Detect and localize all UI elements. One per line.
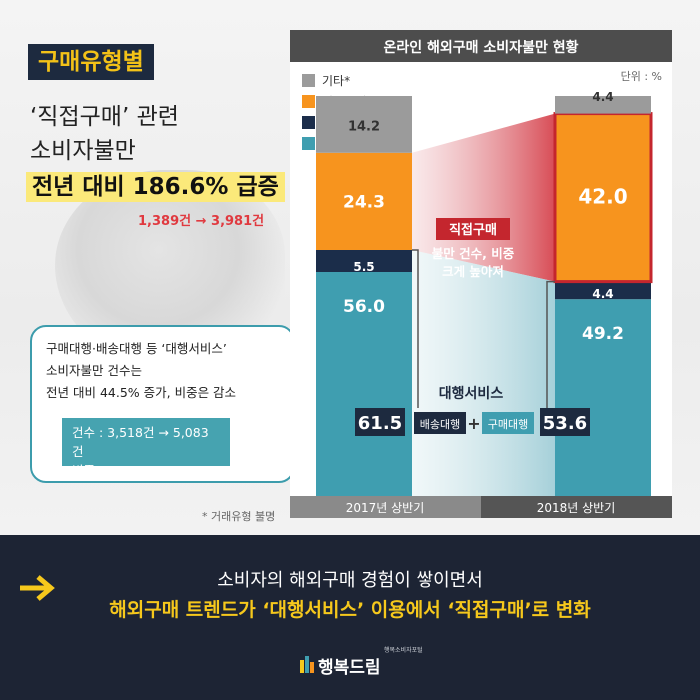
agency-annotation-title: 대행서비스	[439, 386, 504, 402]
legend-swatch	[302, 116, 315, 129]
bar-segment	[316, 272, 412, 496]
category-label: 2018년 상반기	[537, 501, 616, 515]
bar-value-label: 42.0	[578, 185, 627, 209]
bottom-banner	[0, 535, 700, 700]
logo-mark-icon	[300, 656, 314, 673]
callout-stats-share: 비중 : 61.5% → 53.6%	[72, 463, 205, 478]
category-bar	[481, 496, 672, 518]
footnote: * 거래유형 불명	[202, 510, 276, 523]
callout-line-3: 전년 대비 44.5% 증가, 비중은 감소	[46, 385, 237, 400]
bar-segment	[553, 112, 653, 284]
logo-caption: 행복소비자포털	[384, 647, 423, 654]
chart-unit: 단위 : %	[621, 70, 662, 83]
total-box	[355, 408, 405, 436]
legend-swatch	[302, 74, 315, 87]
direct-annotation-title: 직접구매	[449, 222, 497, 238]
conclusion-line-2: 해외구매 트렌드가 ‘대행서비스’ 이용에서 ‘직접구매’로 변화	[109, 599, 591, 621]
bar-value-label: 56.0	[343, 297, 385, 317]
direct-count-change: 1,389건 → 3,981건	[138, 214, 265, 229]
headline-line-1: ‘직접구매’ 관련	[30, 104, 179, 130]
legend-swatch	[302, 137, 315, 150]
bar-value-label: 24.3	[343, 192, 385, 212]
bar-segment	[316, 250, 412, 272]
bar-segment	[555, 96, 651, 114]
arrow-right-icon	[20, 575, 55, 601]
legend-label: 기타*	[322, 74, 350, 88]
callout-stats-box: 건수 : 3,518건 → 5,083건 비중 : 61.5% → 53.6%	[62, 418, 230, 478]
bar-value-label: 14.2	[348, 119, 380, 134]
chart-title: 온라인 해외구매 소비자불만 현황	[384, 39, 579, 56]
total-value: 61.5	[358, 413, 402, 434]
legend-swatch	[302, 95, 315, 108]
bar-value-label: 49.2	[582, 324, 624, 344]
callout-line-2: 소비자불만 건수는	[46, 363, 142, 378]
total-bracket	[546, 280, 555, 408]
agency-band	[412, 250, 555, 496]
agency-tag	[414, 412, 466, 434]
callout-line-1: 구매대행·배송대행 등 ‘대행서비스’	[46, 341, 227, 356]
total-bracket	[412, 249, 419, 408]
direct-annotation-line: 크게 높아져	[442, 264, 504, 279]
bar-segment	[555, 281, 651, 300]
headline-highlight: 전년 대비 186.6% 급증	[26, 172, 285, 202]
logo-text: 행복드림	[318, 658, 381, 678]
headline-line-2: 소비자불만	[30, 138, 136, 164]
bar-segment	[555, 299, 651, 496]
agency-tag-label: 배송대행	[420, 418, 460, 431]
bar-value-label: 5.5	[353, 260, 374, 274]
direct-tag	[436, 218, 510, 240]
bar-segment	[316, 152, 412, 250]
agency-plus: +	[467, 414, 480, 433]
category-label: 2017년 상반기	[346, 501, 425, 515]
bar-value-label: 4.4	[592, 287, 613, 301]
conclusion-line-1: 소비자의 해외구매 경험이 쌓이면서	[217, 570, 483, 591]
total-box	[540, 408, 590, 436]
direct-annotation-line: 불만 건수, 비중	[432, 246, 515, 261]
total-value: 53.6	[543, 413, 587, 434]
callout-stats-count: 건수 : 3,518건 → 5,083건	[72, 425, 209, 459]
category-bar	[290, 496, 481, 518]
section-tag: 구매유형별	[28, 44, 154, 80]
bar-segment	[316, 96, 412, 153]
agency-tag	[482, 412, 534, 434]
bar-value-label: 4.4	[592, 90, 613, 104]
chart-title-bar	[290, 30, 672, 62]
agency-tag-label: 구매대행	[488, 418, 528, 431]
